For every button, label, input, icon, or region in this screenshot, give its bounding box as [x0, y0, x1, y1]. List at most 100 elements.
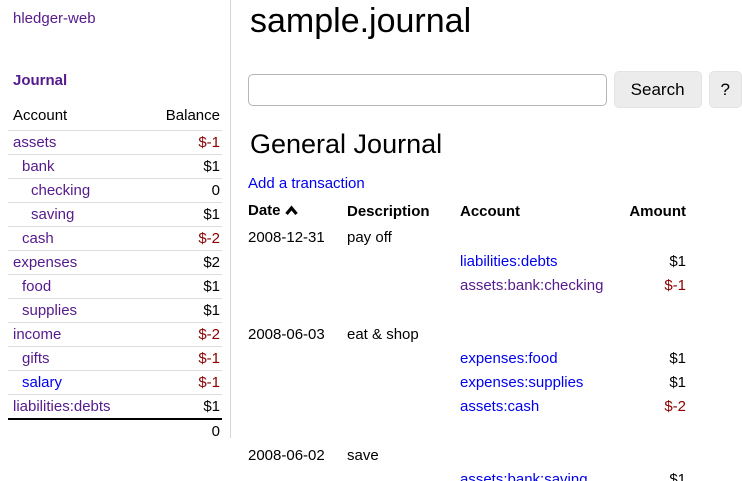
posting-row: assets:cash $-2 — [248, 394, 686, 418]
sidebar-item-journal[interactable]: Journal — [13, 72, 68, 89]
posting-account-link[interactable]: expenses:food — [460, 350, 558, 368]
account-link[interactable]: cash — [22, 230, 54, 247]
empty-cell — [628, 443, 686, 467]
spacer-cell — [248, 297, 686, 322]
empty-cell — [347, 346, 460, 370]
account-link[interactable]: checking — [31, 182, 91, 199]
account-row: liabilities:debts $1 — [8, 394, 222, 420]
search-input[interactable] — [248, 73, 607, 106]
account-balance: $-1 — [198, 374, 220, 391]
empty-cell — [347, 249, 460, 273]
search-help-button[interactable]: ? — [708, 71, 742, 109]
main-content: sample.journal Search ? General Journal … — [231, 0, 742, 481]
posting-account-cell: expenses:supplies — [460, 370, 628, 394]
transaction-row: 2008-06-03 eat & shop — [248, 322, 686, 346]
transaction-date: 2008-06-03 — [248, 326, 325, 344]
register-header-row: Date Description Account Amount — [248, 202, 686, 225]
spacer-row — [248, 297, 686, 322]
posting-account-cell: assets:bank:saving — [460, 467, 628, 481]
transaction-description: save — [347, 447, 379, 465]
account-link[interactable]: assets — [13, 134, 57, 151]
account-row: expenses $2 — [8, 250, 222, 275]
posting-account-link[interactable]: assets:cash — [460, 398, 540, 416]
account-name-cell: saving — [8, 203, 142, 227]
accounts-table: Account Balance assets $-1 bank $1 checking 0… — [8, 103, 222, 443]
accounts-header-account: Account — [13, 107, 68, 124]
empty-cell — [628, 322, 686, 346]
account-name-cell: salary — [8, 371, 142, 395]
account-name-cell: assets — [8, 131, 142, 155]
posting-amount: $1 — [669, 471, 686, 481]
account-balance: $1 — [203, 278, 220, 295]
account-balance: $-1 — [198, 134, 220, 151]
transaction-description: pay off — [347, 229, 392, 247]
posting-account-link[interactable]: liabilities:debts — [460, 253, 558, 271]
account-balance: $-2 — [198, 230, 220, 247]
search-form: Search ? — [248, 71, 742, 109]
account-link[interactable]: gifts — [22, 350, 50, 367]
account-link[interactable]: income — [13, 326, 62, 343]
empty-cell — [248, 346, 347, 370]
accounts-total-row: 0 — [8, 419, 222, 443]
account-row: cash $-2 — [8, 226, 222, 251]
account-row: income $-2 — [8, 322, 222, 347]
register-header-account: Account — [460, 202, 520, 220]
account-balance: $1 — [203, 158, 220, 175]
empty-cell — [460, 322, 628, 346]
spacer-cell — [248, 418, 686, 443]
empty-cell — [347, 467, 460, 481]
accounts-header-balance: Balance — [165, 107, 220, 124]
account-link[interactable]: supplies — [22, 302, 78, 319]
account-link[interactable]: food — [22, 278, 52, 295]
empty-cell — [248, 394, 347, 418]
date-header-label: Date — [248, 202, 281, 220]
empty-cell — [460, 225, 628, 249]
empty-cell — [248, 273, 347, 297]
account-name-cell: bank — [8, 155, 142, 179]
app-title-link[interactable]: hledger-web — [13, 10, 96, 27]
account-name-cell: supplies — [8, 299, 142, 323]
journal-heading: General Journal — [250, 129, 443, 160]
posting-account-link[interactable]: assets:bank:checking — [460, 277, 604, 295]
account-name-cell: cash — [8, 227, 142, 251]
transaction-row: 2008-06-02 save — [248, 443, 686, 467]
posting-account-cell: expenses:food — [460, 346, 628, 370]
account-link[interactable]: salary — [22, 374, 63, 391]
search-button[interactable]: Search — [613, 71, 702, 109]
posting-row: assets:bank:checking $-1 — [248, 273, 686, 297]
posting-amount: $-1 — [664, 277, 686, 295]
empty-cell — [248, 370, 347, 394]
account-name-cell: expenses — [8, 251, 142, 275]
account-link[interactable]: expenses — [13, 254, 78, 271]
account-row: supplies $1 — [8, 298, 222, 323]
register-table: Date Description Account Amount 2008-12-… — [248, 202, 686, 481]
account-row: gifts $-1 — [8, 346, 222, 371]
accounts-header-row: Account Balance — [8, 103, 222, 131]
posting-row: expenses:food $1 — [248, 346, 686, 370]
add-transaction-link[interactable]: Add a transaction — [248, 175, 365, 193]
empty-cell — [460, 443, 628, 467]
account-name-cell: income — [8, 323, 142, 347]
spacer-row — [248, 418, 686, 443]
register-header-description: Description — [347, 202, 430, 220]
posting-account-link[interactable]: assets:bank:saving — [460, 471, 588, 481]
account-link[interactable]: saving — [31, 206, 75, 223]
account-balance: 0 — [211, 182, 220, 199]
transaction-date: 2008-06-02 — [248, 447, 325, 465]
posting-account-cell: liabilities:debts — [460, 249, 628, 273]
posting-amount: $-2 — [664, 398, 686, 416]
empty-cell — [347, 394, 460, 418]
transaction-date: 2008-12-31 — [248, 229, 325, 247]
account-balance: $1 — [203, 302, 220, 319]
empty-cell — [347, 370, 460, 394]
account-link[interactable]: bank — [22, 158, 55, 175]
account-balance: $2 — [203, 254, 220, 271]
posting-row: assets:bank:saving $1 — [248, 467, 686, 481]
posting-account-link[interactable]: expenses:supplies — [460, 374, 584, 392]
register-header-date[interactable]: Date — [248, 202, 347, 225]
account-link[interactable]: liabilities:debts — [13, 398, 111, 415]
account-balance: $-1 — [198, 350, 220, 367]
posting-amount: $1 — [669, 374, 686, 392]
empty-cell — [248, 249, 347, 273]
